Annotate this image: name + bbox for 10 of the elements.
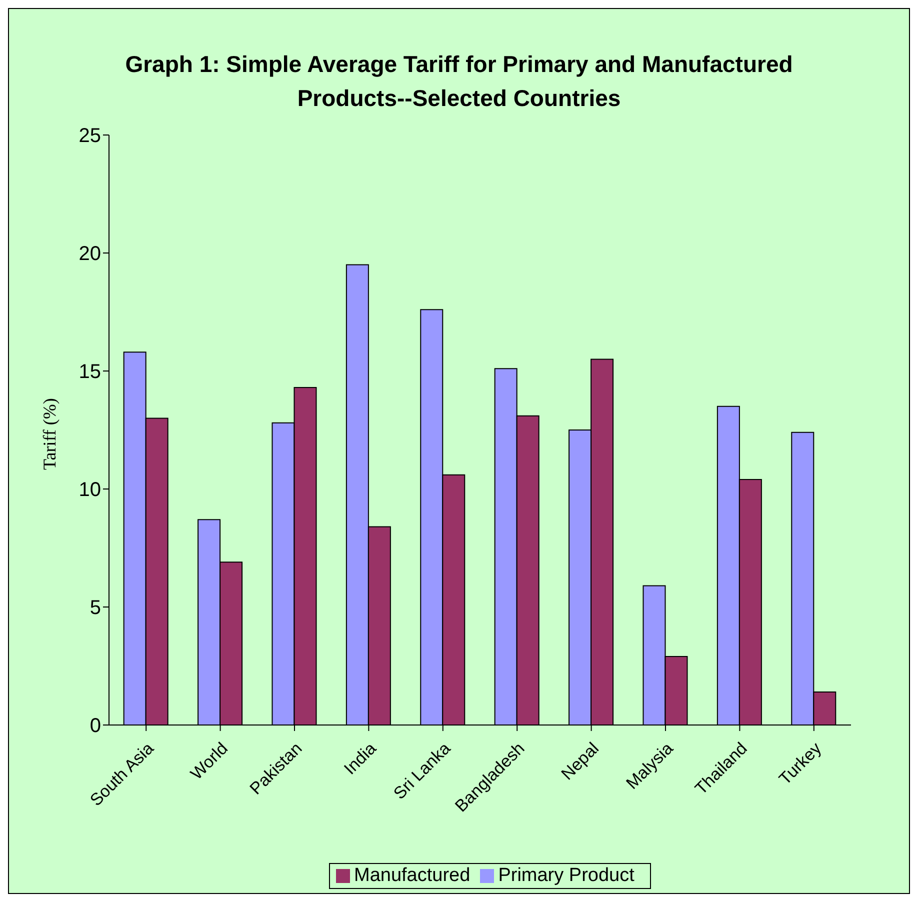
y-tick-label: 10 [78,479,101,502]
legend-label: Primary Product [498,865,634,886]
chart-title: Graph 1: Simple Average Tariff for Primary and Manufactured Products--Selected Countries [124,50,794,113]
y-axis-title: Tariff (%) [39,398,60,470]
y-tick-label: 20 [78,243,101,266]
y-tick-label: 0 [90,715,101,738]
y-tick-label: 25 [78,125,101,148]
y-tick-label: 5 [90,597,101,620]
legend-label: Manufactured [354,865,470,886]
y-tick-label: 15 [78,361,101,384]
